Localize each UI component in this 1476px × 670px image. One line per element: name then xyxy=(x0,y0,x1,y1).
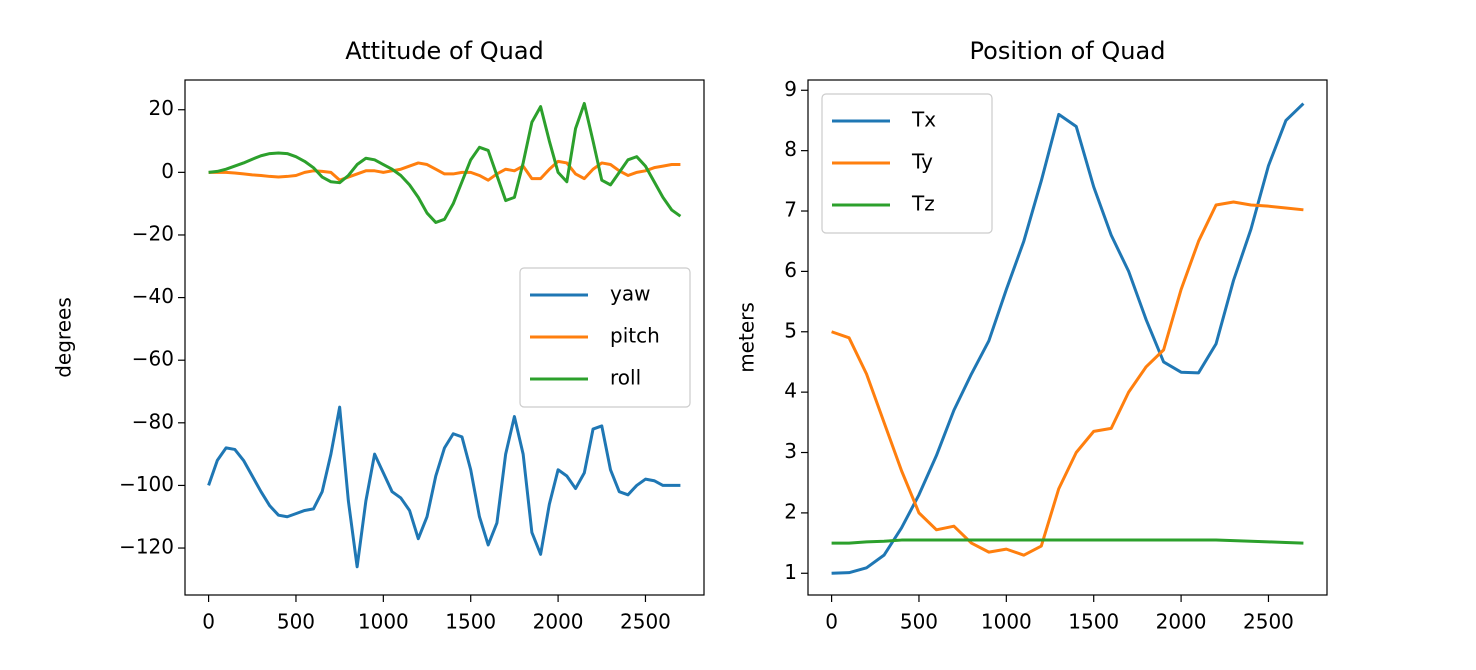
y-tick-label: 1 xyxy=(784,560,797,584)
legend-box xyxy=(821,93,993,234)
series-group xyxy=(207,101,682,569)
x-tick-label: 1000 xyxy=(981,610,1032,634)
series-line xyxy=(208,101,682,224)
axes-frame xyxy=(807,79,1328,596)
legend-box xyxy=(519,267,691,408)
legend: Tx Ty Tz xyxy=(821,93,993,234)
legend-label: Tz xyxy=(911,192,935,216)
y-tick-label: 5 xyxy=(784,318,797,342)
legend: yaw pitch roll xyxy=(519,267,691,408)
x-tick-label: 2500 xyxy=(1243,610,1294,634)
y-tick-label: 0 xyxy=(161,159,174,183)
y-tick-label: 9 xyxy=(784,77,797,101)
y-tick-label: 8 xyxy=(784,137,797,161)
x-tick-label: 500 xyxy=(900,610,938,634)
series-line xyxy=(207,405,681,569)
y-tick-label: 4 xyxy=(784,379,797,403)
series-line xyxy=(831,102,1305,575)
y-axis-label: degrees xyxy=(52,297,76,378)
x-tick-label: 0 xyxy=(825,610,838,634)
series-group xyxy=(831,102,1305,575)
y-tick-label: 2 xyxy=(784,499,797,523)
y-axis-label: meters xyxy=(735,302,759,373)
x-tick-label: 1500 xyxy=(445,610,496,634)
y-tick-label: 6 xyxy=(784,258,797,282)
y-tick-label: −40 xyxy=(132,284,174,308)
y-tick-label: 20 xyxy=(149,96,174,120)
x-tick-label: 1000 xyxy=(358,610,409,634)
series-line xyxy=(831,200,1304,557)
x-tick-label: 500 xyxy=(277,610,315,634)
legend-label: pitch xyxy=(610,324,660,348)
series-line xyxy=(208,159,681,182)
x-tick-label: 2000 xyxy=(1156,610,1207,634)
y-tick-label: −80 xyxy=(132,409,174,433)
y-tick-label: −100 xyxy=(119,472,174,496)
legend-label: roll xyxy=(610,366,641,390)
x-tick-label: 1500 xyxy=(1068,610,1119,634)
plot: Attitude of Quad degrees 0 500 1000 1500 2000 2… xyxy=(52,37,705,634)
chart-title: Position of Quad xyxy=(970,37,1166,65)
chart-title: Attitude of Quad xyxy=(345,37,544,65)
x-tick-label: 2500 xyxy=(620,610,671,634)
x-tick-label: 2000 xyxy=(533,610,584,634)
series-line xyxy=(831,538,1304,545)
x-tick-label: 0 xyxy=(202,610,215,634)
legend-label: Ty xyxy=(911,150,933,174)
y-tick-label: −60 xyxy=(132,347,174,371)
legend-label: Tx xyxy=(911,108,936,132)
y-tick-label: 3 xyxy=(784,439,797,463)
axes-frame xyxy=(184,79,705,596)
y-tick-label: −20 xyxy=(132,221,174,245)
legend-label: yaw xyxy=(610,282,650,306)
y-tick-label: −120 xyxy=(119,535,174,559)
y-tick-label: 7 xyxy=(784,198,797,222)
